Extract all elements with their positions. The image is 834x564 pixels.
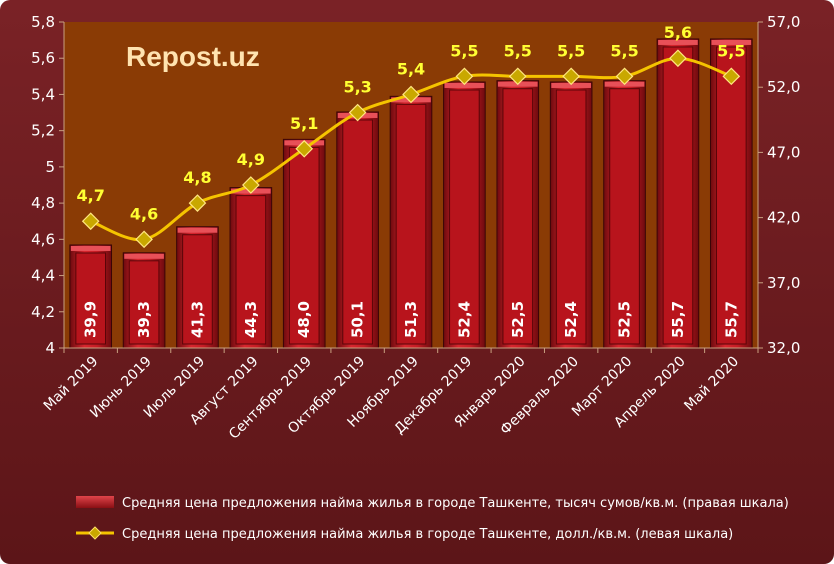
right-tick-label: 37,0: [767, 274, 800, 292]
bar-face: [235, 195, 267, 345]
bar-value-label: 52,5: [509, 301, 527, 338]
line-point-marker: [348, 103, 367, 122]
left-tick-label: 5,2: [31, 122, 55, 140]
bar-value-label: 52,4: [562, 301, 580, 338]
left-tick-label: 4: [45, 339, 55, 357]
legend-bar-swatch: [76, 496, 114, 508]
line-point-label: 5,1: [290, 114, 318, 133]
bar-face: [609, 88, 640, 345]
line-point-label: 5,6: [664, 23, 692, 42]
bar-top-edge: [658, 39, 698, 45]
line-point-label: 4,6: [130, 204, 158, 223]
bar-value-label: 41,3: [188, 301, 206, 338]
left-tick-label: 5,8: [31, 13, 55, 31]
bar-value-label: 39,3: [135, 301, 153, 338]
bar-value-label: 50,1: [349, 301, 367, 338]
bar-value-label: 39,9: [82, 301, 100, 338]
line-point-marker: [508, 67, 527, 86]
legend-entry-bar: Средняя цена предложения найма жилья в г…: [122, 496, 789, 511]
line-point-marker: [615, 67, 634, 86]
bar-value-label: 52,5: [616, 301, 634, 338]
line-point-label: 5,5: [504, 41, 532, 60]
left-tick-label: 4,2: [31, 303, 55, 321]
bar-value-label: 55,7: [722, 301, 740, 338]
line-point-label: 5,5: [717, 41, 745, 60]
right-tick-label: 57,0: [767, 13, 800, 31]
bar-top-edge: [551, 82, 591, 88]
bar-top-edge: [711, 39, 752, 45]
right-tick-label: 32,0: [767, 339, 800, 357]
line-point-marker: [669, 49, 687, 68]
line-point-label: 4,8: [183, 168, 211, 187]
bar-top-edge: [177, 227, 218, 233]
line-point-marker: [455, 67, 474, 86]
bar-value-label: 51,3: [402, 301, 420, 338]
bar-face: [288, 146, 320, 345]
bar-series: 39,9 39,3 41,3 44,3 48,0 50,1 51,3 52,4 52,5 52,4…: [69, 38, 753, 349]
legend: Средняя цена предложения найма жилья в г…: [76, 496, 789, 542]
bar-top-edge: [124, 253, 164, 259]
line-point-label: 5,4: [397, 59, 425, 78]
bar-face: [715, 46, 747, 345]
left-tick-label: 5,6: [31, 49, 55, 67]
bar-value-label: 44,3: [242, 301, 260, 338]
line-point-label: 4,9: [237, 150, 265, 169]
left-tick-label: 4,8: [31, 194, 55, 212]
bar-face: [342, 119, 373, 345]
bar-value-label: 48,0: [295, 301, 313, 338]
line-point-label: 5,5: [450, 41, 478, 60]
line-point-marker: [81, 212, 100, 231]
bar-face: [75, 252, 107, 345]
bar-top-edge: [444, 82, 485, 88]
bar-value-label: 52,4: [455, 301, 473, 338]
left-tick-label: 4,4: [31, 267, 55, 285]
right-tick-label: 52,0: [767, 78, 800, 96]
bar-face: [449, 89, 480, 345]
line-point-marker: [562, 67, 581, 86]
bar-face: [502, 88, 534, 345]
line-point-label: 4,7: [77, 186, 105, 205]
left-tick-label: 5,4: [31, 85, 55, 103]
line-point-marker: [295, 139, 314, 158]
line-point-marker: [402, 85, 420, 104]
right-tick-label: 42,0: [767, 209, 800, 227]
bar-value-label: 55,7: [669, 301, 687, 338]
watermark-text: Repost.uz: [126, 41, 260, 72]
line-point-label: 5,3: [343, 78, 371, 97]
bar-face: [555, 89, 587, 345]
bar-face: [662, 46, 694, 345]
line-point-label: 5,5: [557, 41, 585, 60]
legend-line-marker: [88, 526, 102, 540]
left-tick-label: 5: [45, 158, 55, 176]
line-point-marker: [135, 230, 153, 249]
line-point-marker: [241, 176, 260, 194]
legend-entry-line: Средняя цена предложения найма жилья в г…: [122, 527, 733, 542]
bar-face: [395, 103, 427, 345]
line-point-label: 5,5: [610, 41, 638, 60]
line-point-marker: [188, 194, 207, 212]
right-tick-label: 47,0: [767, 143, 800, 161]
bar-top-edge: [70, 245, 111, 251]
bar-face: [128, 260, 160, 345]
left-tick-label: 4,6: [31, 230, 55, 248]
line-point-marker: [722, 67, 741, 86]
line-series: 4,7 4,6 4,8 4,9 5,1 5,3 5,4 5,5 5,5 5,5 5,5 5,6 5,5: [77, 23, 745, 249]
bar-face: [182, 234, 213, 345]
